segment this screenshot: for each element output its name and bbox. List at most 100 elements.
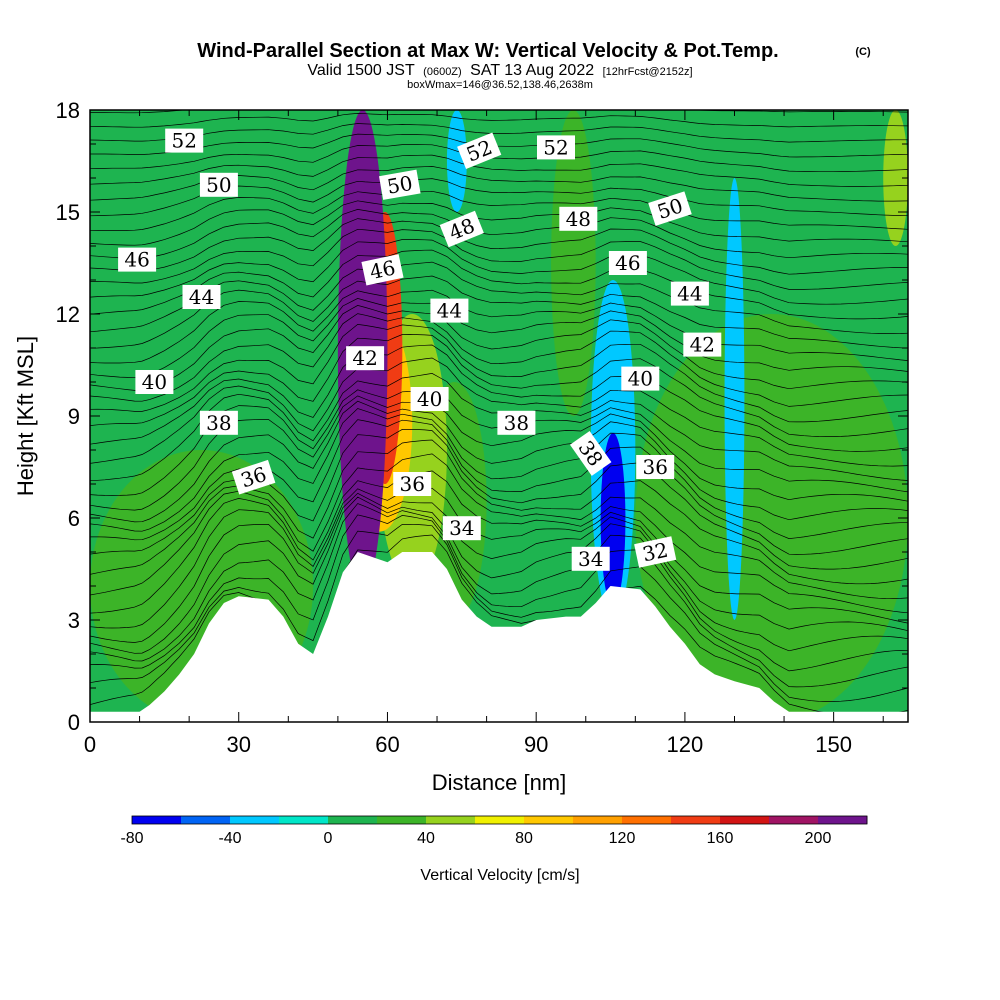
contour-label: 46: [361, 254, 404, 286]
y-tick-label: 15: [56, 200, 80, 225]
velocity-cell: [551, 110, 596, 416]
colorbar-label: Vertical Velocity [cm/s]: [420, 867, 579, 884]
contour-label: 34: [571, 546, 610, 571]
contour-label-text: 46: [368, 255, 398, 284]
contour-label-text: 42: [690, 333, 715, 357]
colorbar-tick-label: 40: [417, 830, 435, 847]
contour-label-box: [497, 410, 536, 435]
colorbar-tick-label: -80: [120, 830, 143, 847]
contour-label: 50: [199, 172, 238, 197]
theta-contour-line: [90, 324, 908, 423]
x-tick-label: 60: [375, 732, 399, 757]
contour-label-box: [621, 366, 660, 391]
contour-label-text: 40: [142, 370, 167, 394]
contour-label-box: [199, 410, 238, 435]
theta-contour-line: [90, 113, 908, 128]
contour-label-text: 44: [189, 285, 214, 309]
contour-label-text: 36: [399, 472, 424, 496]
contour-label: 44: [670, 281, 709, 306]
theta-contour-line: [90, 298, 908, 379]
theta-contour-line: [90, 453, 908, 599]
theta-contour-line: [90, 313, 908, 407]
contour-label: 38: [199, 410, 238, 435]
theta-contour-line: [90, 408, 908, 539]
colorbar-swatch: [328, 816, 378, 824]
theta-contour-line: [90, 289, 908, 364]
contour-label-text: 34: [578, 547, 603, 571]
colorbar-tick-label: -40: [218, 830, 241, 847]
contour-label-box: [165, 128, 204, 153]
contour-label-box: [559, 206, 598, 231]
theta-contour-line: [90, 200, 908, 246]
colorbar-frame: [131, 815, 868, 825]
colorbar-swatch: [573, 816, 623, 824]
colorbar-tick-label: 0: [324, 830, 333, 847]
terrain: [90, 552, 908, 722]
contour-label: 32: [634, 536, 677, 568]
contour-label-text: 34: [449, 516, 474, 540]
contour-label-box: [182, 285, 221, 309]
colorbar-swatch: [671, 816, 721, 824]
contour-label-box: [199, 172, 238, 197]
theta-contour-line: [90, 305, 908, 391]
contour-label-box: [379, 169, 421, 200]
colorbar-swatch: [132, 816, 182, 824]
theta-contour-line: [90, 154, 908, 187]
contour-label-box: [608, 251, 647, 275]
theta-contour-line: [90, 357, 908, 467]
contour-label: 40: [135, 370, 174, 394]
y-tick-label: 18: [56, 98, 80, 123]
contour-label-box: [135, 370, 174, 394]
y-tick-label: 6: [68, 506, 80, 531]
colorbar-swatch: [181, 816, 231, 824]
contour-label-text: 38: [504, 411, 529, 435]
theta-contour-line: [90, 470, 908, 614]
contour-label: 40: [621, 366, 660, 391]
colorbar-swatch: [279, 816, 329, 824]
contour-label-box: [393, 472, 432, 496]
theta-contour-line: [90, 261, 908, 334]
x-tick-label: 0: [84, 732, 96, 757]
contour-label-text: 48: [566, 207, 591, 231]
chart-subtitle-2: boxWmax=146@36.52,138.46,2638m: [407, 79, 593, 91]
colorbar-tick-label: 120: [609, 830, 636, 847]
contour-label: 52: [457, 132, 502, 170]
contour-label: 52: [537, 135, 575, 160]
colorbar-swatch: [377, 816, 427, 824]
contour-label-text: 50: [206, 173, 231, 197]
y-tick-label: 9: [68, 404, 80, 429]
theta-contour-line: [90, 275, 908, 349]
colorbar-swatch: [524, 816, 574, 824]
contour-label-text: 42: [352, 346, 377, 370]
contour-label-box: [361, 254, 404, 286]
y-tick-label: 0: [68, 710, 80, 735]
contour-label: 34: [442, 516, 481, 541]
contour-label: 42: [683, 332, 722, 357]
contour-label: 46: [608, 251, 647, 275]
contour-label-box: [648, 191, 692, 226]
colorbar-swatch: [475, 816, 525, 824]
theta-contour-line: [90, 334, 908, 437]
y-tick-label: 3: [68, 608, 80, 633]
colorbar-swatch: [426, 816, 476, 824]
contour-label-box: [537, 135, 575, 160]
colorbar-swatch: [769, 816, 819, 824]
contour-label: 44: [182, 285, 221, 309]
contour-label: 36: [636, 455, 675, 479]
subtitle-valid: Valid 1500 JST: [307, 62, 415, 79]
contour-label-text: 38: [206, 411, 231, 435]
theta-contour-line: [90, 144, 908, 173]
contour-label: 52: [165, 128, 204, 153]
colorbar-swatch: [622, 816, 672, 824]
x-axis-label: Distance [nm]: [432, 770, 567, 795]
contour-label-box: [410, 387, 449, 411]
velocity-cell: [635, 314, 908, 722]
theta-contour-line: [90, 439, 908, 585]
subtitle-date: SAT 13 Aug 2022: [470, 62, 594, 79]
contour-label-box: [683, 332, 722, 357]
contour-label-box: [346, 346, 385, 371]
contour-label: 44: [430, 298, 469, 323]
